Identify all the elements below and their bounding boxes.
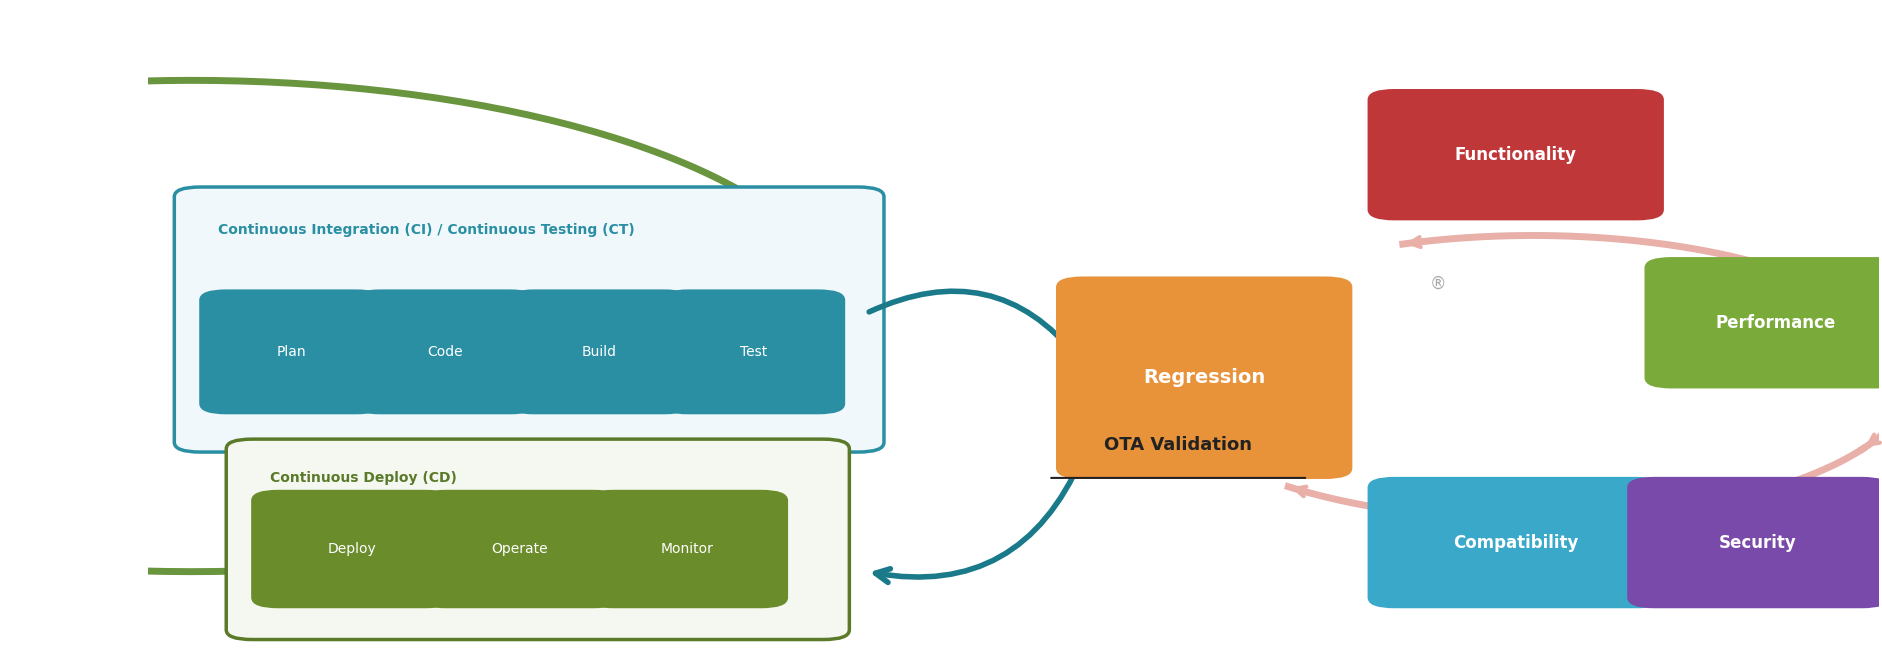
Text: OTA Validation: OTA Validation <box>1105 436 1252 454</box>
Text: ALION: ALION <box>559 324 811 393</box>
FancyBboxPatch shape <box>175 187 885 452</box>
Text: Deploy: Deploy <box>327 542 376 556</box>
Text: Continuous Deploy (CD): Continuous Deploy (CD) <box>269 471 455 486</box>
FancyBboxPatch shape <box>508 290 691 413</box>
FancyBboxPatch shape <box>587 491 787 607</box>
Text: Monitor: Monitor <box>661 542 713 556</box>
Text: ®: ® <box>1430 275 1445 293</box>
Text: Test: Test <box>740 345 766 359</box>
FancyBboxPatch shape <box>1058 278 1351 478</box>
Text: Operate: Operate <box>491 542 548 556</box>
Text: Compatibility: Compatibility <box>1453 533 1579 552</box>
FancyBboxPatch shape <box>1368 90 1664 219</box>
FancyBboxPatch shape <box>226 439 849 640</box>
Text: Plan: Plan <box>277 345 307 359</box>
Text: Functionality: Functionality <box>1455 145 1577 164</box>
FancyBboxPatch shape <box>199 290 382 413</box>
FancyBboxPatch shape <box>1628 478 1882 607</box>
Text: Regression: Regression <box>1142 368 1265 387</box>
Text: Security: Security <box>1718 533 1797 552</box>
Text: Code: Code <box>427 345 463 359</box>
FancyBboxPatch shape <box>420 491 619 607</box>
FancyBboxPatch shape <box>1645 258 1882 387</box>
FancyBboxPatch shape <box>662 290 845 413</box>
FancyBboxPatch shape <box>354 290 536 413</box>
FancyBboxPatch shape <box>252 491 452 607</box>
Text: Continuous Integration (CI) / Continuous Testing (CT): Continuous Integration (CI) / Continuous… <box>218 222 634 237</box>
Text: Build: Build <box>582 345 617 359</box>
Text: Performance: Performance <box>1715 314 1835 332</box>
FancyBboxPatch shape <box>1368 478 1664 607</box>
